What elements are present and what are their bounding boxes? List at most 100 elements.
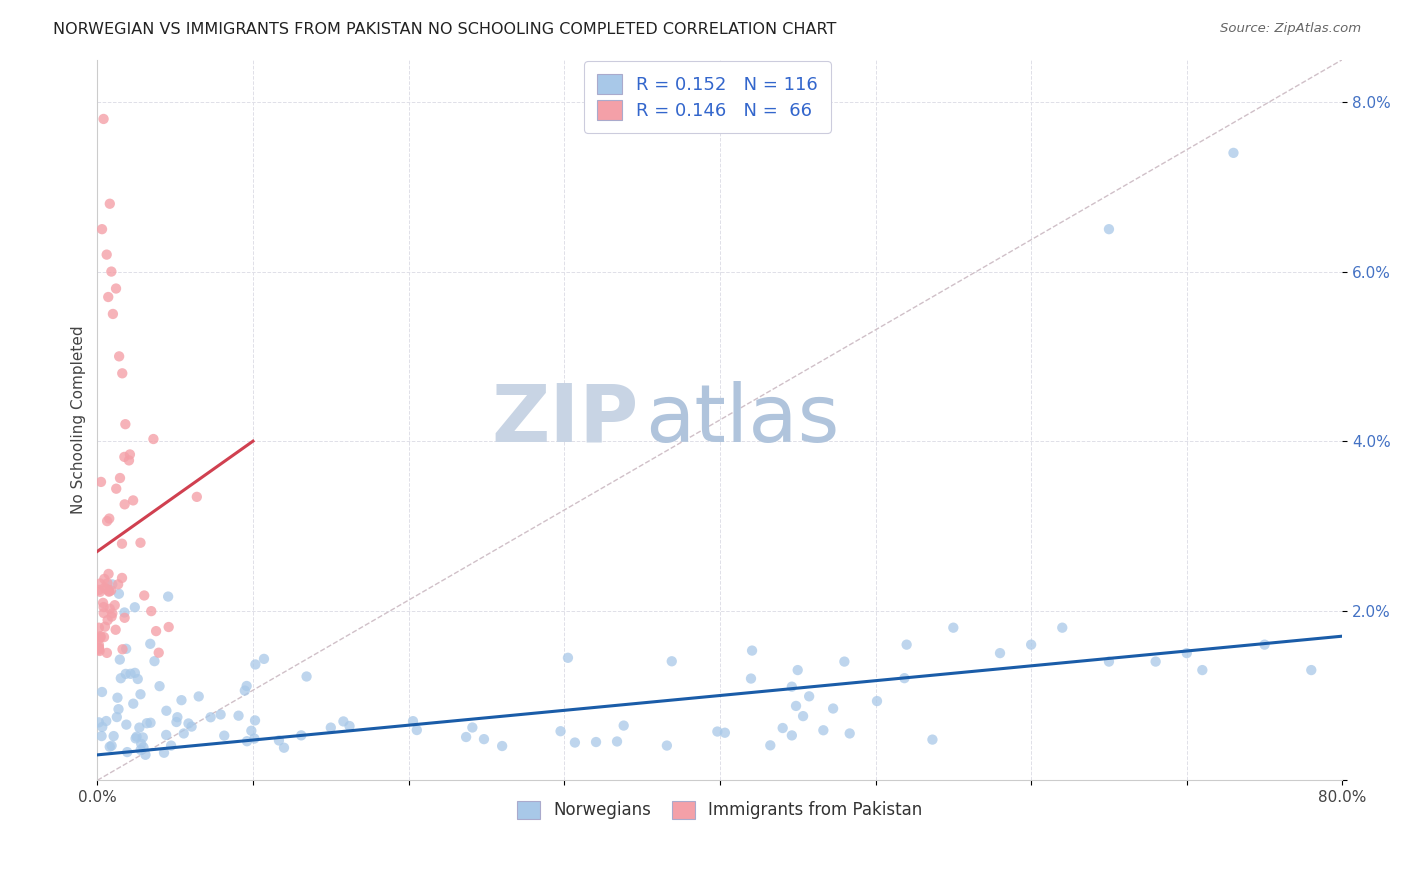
Point (245, 657, 267, 672)
Point (253, 652, 276, 666)
Point (173, 726, 195, 740)
Point (866, 694, 889, 708)
Point (942, 621, 965, 635)
Point (332, 714, 354, 729)
Point (100, 609, 122, 624)
Point (96, 646, 118, 660)
Point (1191, 663, 1213, 677)
Point (111, 642, 134, 657)
Text: ZIP: ZIP (492, 381, 638, 459)
Point (1098, 222, 1121, 236)
Point (772, 721, 794, 735)
Point (243, 714, 266, 728)
Point (472, 732, 495, 747)
Point (155, 728, 177, 742)
Point (100, 583, 122, 598)
Point (118, 453, 141, 467)
Point (823, 701, 845, 715)
Point (104, 598, 127, 612)
Point (799, 690, 821, 704)
Point (114, 606, 136, 620)
Point (115, 745, 138, 759)
Point (122, 697, 145, 711)
Point (557, 650, 579, 665)
Point (988, 646, 1011, 660)
Point (740, 672, 762, 686)
Point (1253, 638, 1275, 652)
Point (101, 577, 124, 591)
Point (160, 739, 183, 753)
Point (129, 737, 152, 751)
Point (153, 746, 176, 760)
Legend: Norwegians, Immigrants from Pakistan: Norwegians, Immigrants from Pakistan (510, 794, 929, 826)
Point (96, 576, 118, 591)
Point (319, 721, 342, 735)
Point (124, 665, 146, 680)
Point (921, 732, 943, 747)
Point (114, 497, 136, 511)
Point (128, 721, 150, 735)
Point (103, 729, 125, 743)
Point (100, 264, 122, 278)
Point (93, 630, 115, 644)
Point (780, 680, 803, 694)
Point (122, 493, 145, 508)
Point (813, 723, 835, 738)
Point (550, 724, 572, 739)
Point (107, 690, 129, 705)
Point (759, 739, 782, 753)
Point (107, 577, 129, 591)
Point (1144, 655, 1167, 669)
Point (267, 733, 290, 747)
Point (97, 566, 120, 581)
Text: atlas: atlas (645, 381, 839, 459)
Point (104, 623, 127, 637)
Point (105, 482, 128, 496)
Text: Source: ZipAtlas.com: Source: ZipAtlas.com (1220, 22, 1361, 36)
Point (1098, 655, 1121, 669)
Point (115, 641, 138, 656)
Point (142, 432, 165, 446)
Point (180, 720, 202, 734)
Point (585, 735, 607, 749)
Point (295, 669, 318, 683)
Point (290, 728, 312, 742)
Point (89, 584, 111, 599)
Point (89, 644, 111, 658)
Point (87, 632, 110, 646)
Point (87, 715, 110, 730)
Point (606, 734, 628, 748)
Point (90, 729, 112, 743)
Point (125, 730, 148, 744)
Point (233, 683, 256, 698)
Point (98, 584, 121, 599)
Point (838, 726, 860, 740)
Point (105, 281, 128, 295)
Point (165, 714, 187, 729)
Point (145, 624, 167, 639)
Point (786, 663, 808, 677)
Point (93, 572, 115, 586)
Point (108, 350, 131, 364)
Point (98, 196, 121, 211)
Point (139, 715, 162, 730)
Point (1175, 646, 1198, 660)
Point (105, 710, 128, 724)
Point (93, 112, 115, 126)
Point (405, 723, 427, 737)
Point (87, 621, 110, 635)
Point (1019, 638, 1042, 652)
Point (714, 725, 737, 739)
Point (97, 290, 120, 304)
Point (134, 589, 156, 603)
Point (236, 734, 259, 748)
Point (235, 679, 257, 693)
Point (89, 576, 111, 591)
Point (124, 600, 146, 615)
Point (170, 693, 193, 707)
Point (87, 638, 110, 652)
Point (166, 710, 188, 724)
Point (148, 679, 170, 693)
Point (94, 620, 117, 634)
Y-axis label: No Schooling Completed: No Schooling Completed (72, 326, 86, 515)
